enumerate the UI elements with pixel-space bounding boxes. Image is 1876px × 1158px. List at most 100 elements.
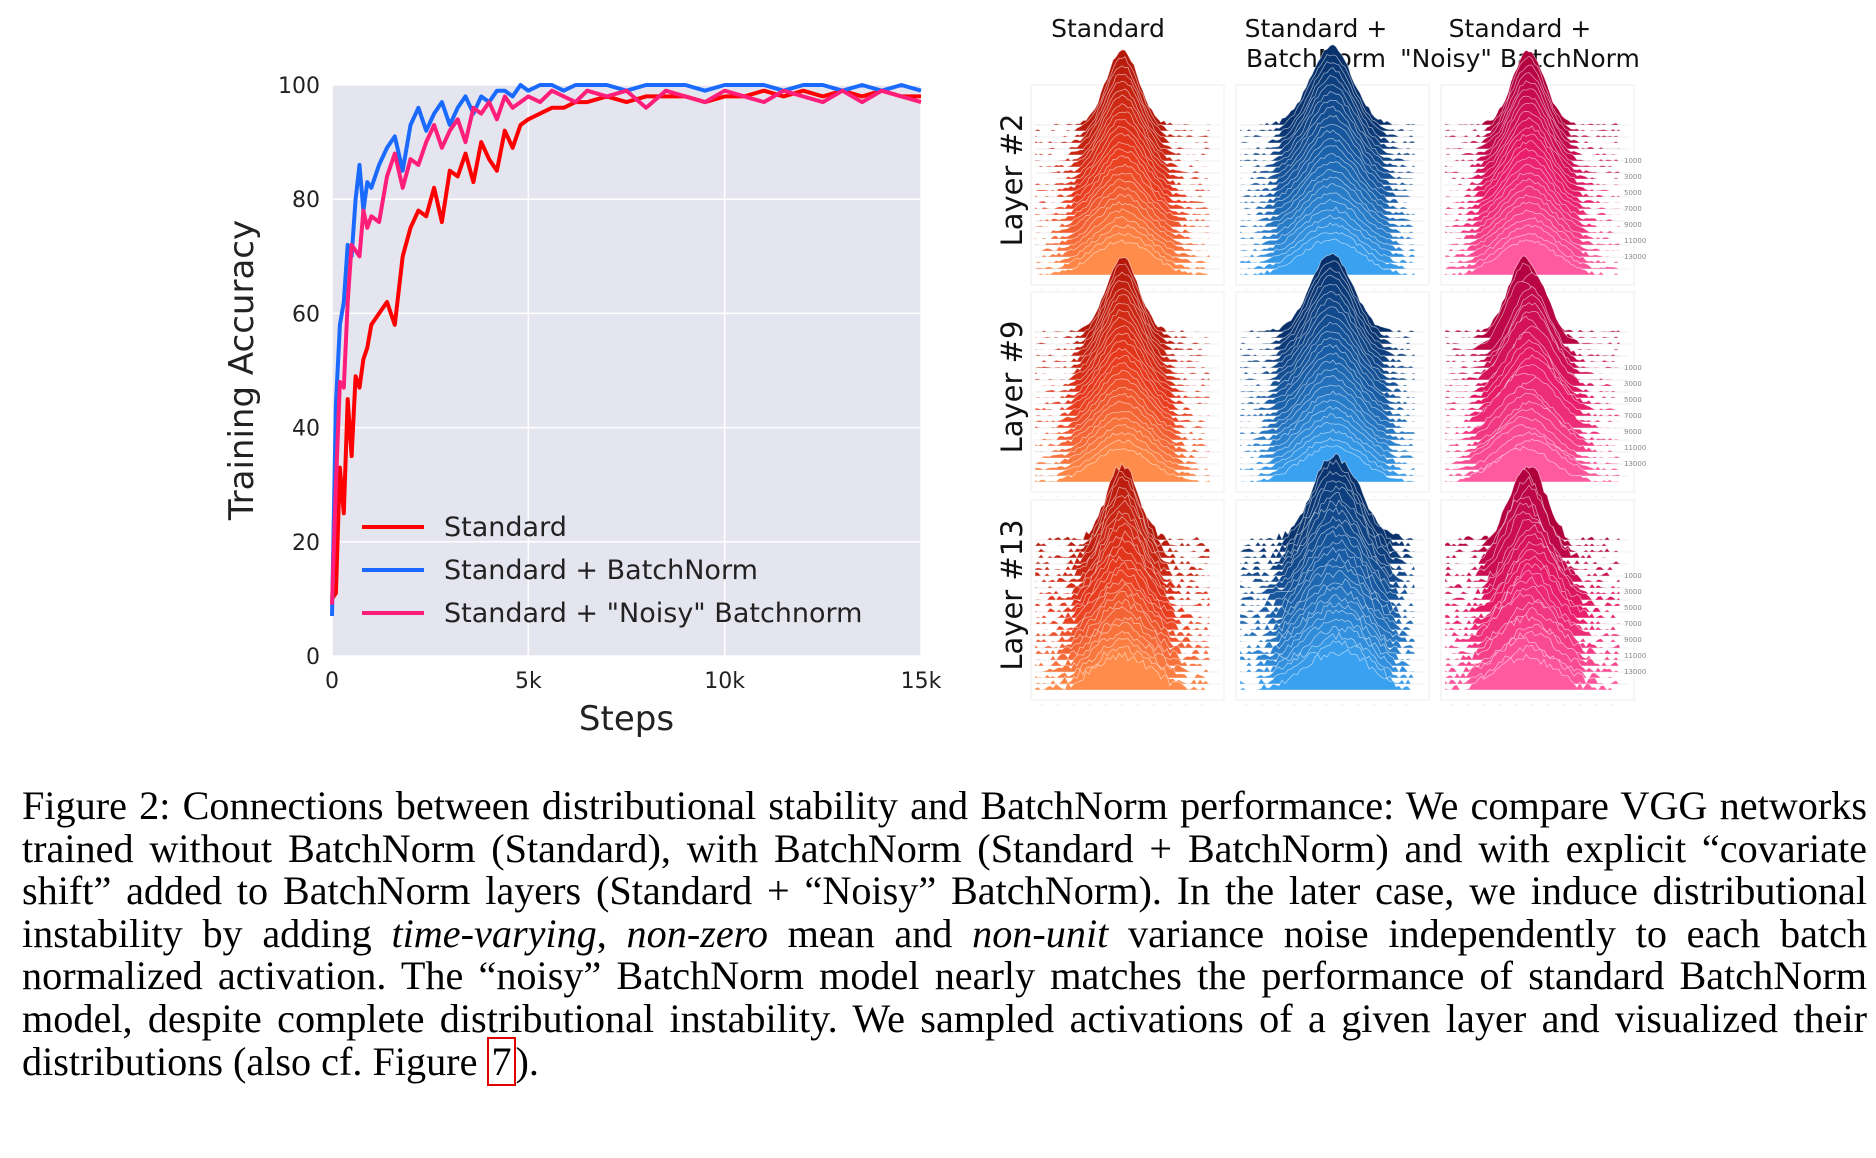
tiny-axis-tick: · <box>1579 494 1581 500</box>
tiny-axis-tick: · <box>1374 702 1376 708</box>
tiny-axis-tick: · <box>1579 702 1581 708</box>
caption-text-1: Figure 2: Connections between distributi… <box>22 783 1867 956</box>
tiny-axis-tick: · <box>1499 702 1501 708</box>
ridgeline-curve <box>1444 653 1620 691</box>
step-label: 7000 <box>1624 620 1642 628</box>
x-tick-label: 10k <box>704 669 745 694</box>
step-label: 13000 <box>1624 668 1646 676</box>
tiny-axis-tick: · <box>1310 702 1312 708</box>
caption-text-3: mean and <box>767 910 973 956</box>
figure-reference-link[interactable]: 7 <box>487 1036 516 1086</box>
step-label: 9000 <box>1624 428 1642 436</box>
ridgeline-panel: · · · · · · · · · · · <box>1030 257 1225 500</box>
tiny-axis-tick: · <box>1390 702 1392 708</box>
tiny-axis-tick: · <box>1089 287 1091 293</box>
row-label: Layer #2 <box>995 114 1029 247</box>
caption-em-non-unit: non-unit <box>972 910 1109 956</box>
tiny-axis-tick: · <box>1499 287 1501 293</box>
tiny-axis-tick: · <box>1169 702 1171 708</box>
caption-text-4: variance noise independently to each bat… <box>22 910 1867 1084</box>
tiny-axis-tick: · <box>1057 702 1059 708</box>
y-tick-label: 0 <box>306 645 320 670</box>
tiny-axis-tick: · <box>1483 702 1485 708</box>
tiny-axis-tick: · <box>1073 494 1075 500</box>
tiny-axis-tick: · <box>1406 702 1408 708</box>
ridgeline-panel: · · · · · · · · · · · <box>1030 462 1225 708</box>
tiny-axis-tick: · <box>1262 494 1264 500</box>
tiny-axis-tick: · <box>1406 287 1408 293</box>
tiny-axis-tick: · <box>1294 494 1296 500</box>
tiny-axis-tick: · <box>1611 287 1613 293</box>
caption-em-non-zero: non-zero <box>626 910 768 956</box>
tiny-axis-tick: · <box>1467 287 1469 293</box>
tiny-axis-tick: · <box>1547 494 1549 500</box>
tiny-axis-tick: · <box>1121 702 1123 708</box>
series-line <box>330 83 922 617</box>
tiny-axis-tick: · <box>1326 702 1328 708</box>
tiny-axis-tick: · <box>1406 494 1408 500</box>
tiny-axis-tick: · <box>1153 494 1155 500</box>
step-label: 3000 <box>1624 380 1642 388</box>
tiny-axis-tick: · <box>1451 494 1453 500</box>
y-tick-label: 40 <box>292 417 320 442</box>
tiny-axis-tick: · <box>1089 702 1091 708</box>
y-tick-label: 100 <box>278 74 320 99</box>
tiny-axis-tick: · <box>1451 287 1453 293</box>
figure-caption: Figure 2: Connections between distributi… <box>22 783 1867 1086</box>
step-label: 7000 <box>1624 412 1642 420</box>
tiny-axis-tick: · <box>1246 494 1248 500</box>
step-label: 9000 <box>1624 636 1642 644</box>
caption-text-2: , <box>596 910 627 956</box>
tiny-axis-tick: · <box>1262 287 1264 293</box>
tiny-axis-tick: · <box>1185 494 1187 500</box>
tiny-axis-tick: · <box>1611 494 1613 500</box>
figure: 0 5k 10k 15k 0 20 40 60 80 100 Steps Training Accur… <box>222 14 1646 739</box>
tiny-axis-tick: · <box>1073 702 1075 708</box>
tiny-axis-tick: · <box>1358 702 1360 708</box>
tiny-axis-tick: · <box>1451 702 1453 708</box>
tiny-axis-tick: · <box>1169 287 1171 293</box>
tiny-axis-tick: · <box>1531 702 1533 708</box>
tiny-axis-tick: · <box>1595 494 1597 500</box>
y-tick-label: 60 <box>292 302 320 327</box>
tiny-axis-tick: · <box>1294 287 1296 293</box>
tiny-axis-tick: · <box>1041 494 1043 500</box>
step-label: 13000 <box>1624 460 1646 468</box>
x-tick-label: 5k <box>515 669 542 694</box>
tiny-axis-tick: · <box>1579 287 1581 293</box>
tiny-axis-tick: · <box>1294 702 1296 708</box>
ridgeline-curve <box>1444 445 1620 483</box>
ridgeline-panel: · · · · · · · · · · · 1000 3000 5000 7000 9000 11000 1300… <box>1440 465 1646 708</box>
ridgeline-curve <box>1034 239 1210 276</box>
column-header: Standard <box>1051 14 1165 43</box>
tiny-axis-tick: · <box>1105 702 1107 708</box>
tiny-axis-tick: · <box>1374 287 1376 293</box>
y-axis-label: Training Accuracy <box>222 220 262 521</box>
training-accuracy-chart: 0 5k 10k 15k 0 20 40 60 80 100 Steps Training Accur… <box>222 74 942 739</box>
caption-em-time-varying: time-varying <box>391 910 597 956</box>
tiny-axis-tick: · <box>1057 287 1059 293</box>
ridgeline-panel: · · · · · · · · · · · <box>1235 452 1430 708</box>
tiny-axis-tick: · <box>1278 494 1280 500</box>
tiny-axis-tick: · <box>1246 702 1248 708</box>
tiny-axis-tick: · <box>1595 287 1597 293</box>
step-label: 3000 <box>1624 173 1642 181</box>
tiny-axis-tick: · <box>1153 287 1155 293</box>
series-line <box>330 88 921 601</box>
y-tick-label: 20 <box>292 531 320 556</box>
tiny-axis-tick: · <box>1057 494 1059 500</box>
tiny-axis-tick: · <box>1185 702 1187 708</box>
ridgeline-curve <box>1238 648 1415 691</box>
column-header: Standard + <box>1245 14 1388 43</box>
column-header: Standard + <box>1449 14 1592 43</box>
x-tick-label: 15k <box>901 669 942 694</box>
step-label: 1000 <box>1624 572 1642 580</box>
row-label: Layer #9 <box>995 321 1029 454</box>
tiny-axis-tick: · <box>1483 494 1485 500</box>
step-label: 9000 <box>1624 221 1642 229</box>
tiny-axis-tick: · <box>1262 702 1264 708</box>
caption-text-5: ). <box>515 1038 539 1084</box>
tiny-axis-tick: · <box>1342 702 1344 708</box>
tiny-axis-tick: · <box>1073 287 1075 293</box>
tiny-axis-tick: · <box>1153 702 1155 708</box>
